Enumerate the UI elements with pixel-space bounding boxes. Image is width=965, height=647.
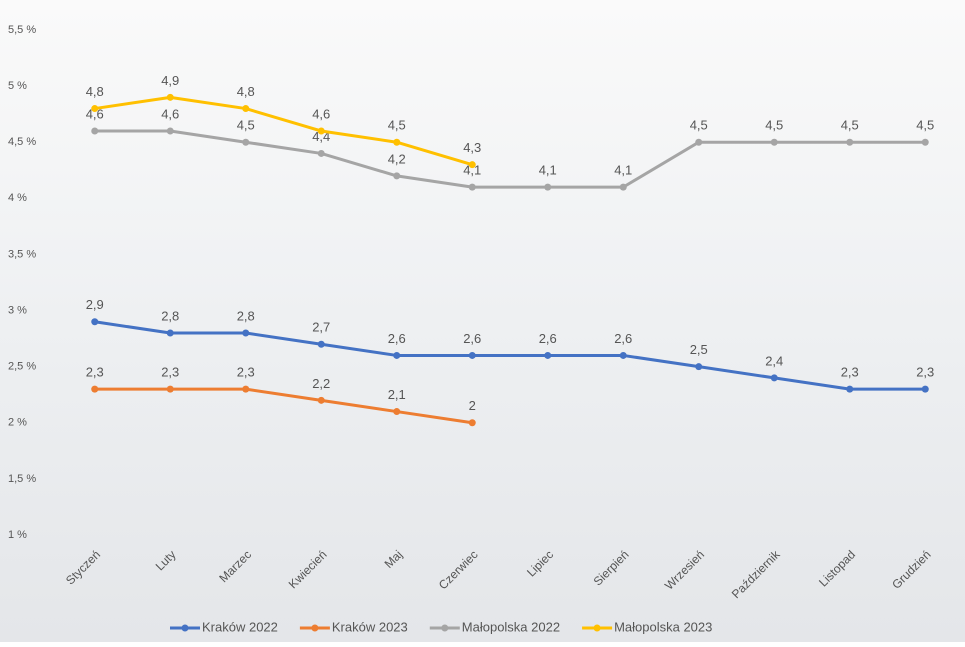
data-label: 4,5 [916, 118, 934, 133]
data-label: 4,5 [690, 118, 708, 133]
y-tick-label: 2,5 % [8, 361, 36, 373]
data-label: 4,8 [237, 84, 255, 99]
data-label: 4,1 [614, 163, 632, 178]
y-tick-label: 2 % [8, 417, 27, 429]
data-point [544, 351, 552, 359]
series-line [94, 129, 926, 189]
legend-label: Małopolska 2022 [462, 619, 560, 634]
data-label: 2,5 [690, 342, 708, 357]
data-point [393, 351, 401, 359]
data-point [695, 138, 703, 146]
data-point [91, 385, 99, 393]
y-tick-label: 5 % [8, 80, 27, 92]
data-point [770, 138, 778, 146]
data-point [242, 329, 250, 337]
series-line [94, 95, 473, 167]
data-point [846, 138, 854, 146]
y-tick-label: 1,5 % [8, 473, 36, 485]
data-label: 2,9 [86, 297, 104, 312]
data-label: 4,5 [237, 118, 255, 133]
data-point [166, 93, 174, 101]
data-point [166, 329, 174, 337]
data-point [317, 149, 325, 157]
data-point [921, 138, 929, 146]
data-label: 2,7 [312, 320, 330, 335]
data-point [317, 127, 325, 135]
legend-marker [311, 624, 319, 632]
y-tick-label: 5,5 % [8, 24, 36, 36]
data-label: 4,5 [388, 118, 406, 133]
data-point [393, 138, 401, 146]
data-label: 4,5 [841, 118, 859, 133]
data-point [468, 351, 476, 359]
data-label: 2,6 [388, 331, 406, 346]
data-point [91, 318, 99, 326]
data-point [317, 396, 325, 404]
data-point [166, 127, 174, 135]
legend-marker [181, 624, 189, 632]
data-label: 4,9 [161, 73, 179, 88]
data-point [166, 385, 174, 393]
y-tick-label: 3 % [8, 304, 27, 316]
data-label: 4,2 [388, 151, 406, 166]
data-point [468, 419, 476, 427]
data-label: 2,3 [841, 365, 859, 380]
data-label: 4,1 [539, 163, 557, 178]
data-label: 2,8 [161, 308, 179, 323]
data-point [921, 385, 929, 393]
legend-label: Małopolska 2023 [614, 619, 712, 634]
y-tick-label: 3,5 % [8, 248, 36, 260]
data-label: 4,1 [463, 163, 481, 178]
data-point [317, 340, 325, 348]
data-point [544, 183, 552, 191]
data-point [619, 351, 627, 359]
data-point [468, 183, 476, 191]
legend-marker [593, 624, 601, 632]
data-label: 4,6 [312, 106, 330, 121]
series-line [94, 320, 926, 391]
data-label: 4,6 [161, 106, 179, 121]
data-point [242, 138, 250, 146]
data-label: 2,3 [86, 365, 104, 380]
data-label: 4,8 [86, 84, 104, 99]
legend-label: Kraków 2022 [202, 619, 278, 634]
series-line [94, 387, 473, 425]
legend-label: Kraków 2023 [332, 619, 408, 634]
data-point [91, 105, 99, 113]
y-tick-label: 4,5 % [8, 136, 36, 148]
y-tick-label: 4 % [8, 192, 27, 204]
data-point [393, 408, 401, 416]
data-point [695, 363, 703, 371]
data-point [468, 161, 476, 169]
data-label: 2,8 [237, 308, 255, 323]
data-label: 2,3 [237, 365, 255, 380]
data-label: 2,1 [388, 387, 406, 402]
data-label: 4,5 [765, 118, 783, 133]
data-label: 2,3 [161, 365, 179, 380]
data-label: 2,6 [463, 331, 481, 346]
data-point [91, 127, 99, 135]
data-point [393, 172, 401, 180]
data-point [846, 385, 854, 393]
data-point [242, 385, 250, 393]
y-tick-label: 1 % [8, 529, 27, 541]
data-label: 2,4 [765, 353, 783, 368]
data-label: 4,6 [86, 106, 104, 121]
legend-marker [441, 624, 449, 632]
data-label: 2,6 [539, 331, 557, 346]
data-label: 2,6 [614, 331, 632, 346]
data-point [770, 374, 778, 382]
data-label: 2,2 [312, 376, 330, 391]
data-label: 4,3 [463, 140, 481, 155]
data-point [619, 183, 627, 191]
data-point [242, 105, 250, 113]
data-label: 2,3 [916, 365, 934, 380]
data-label: 2 [469, 398, 476, 413]
